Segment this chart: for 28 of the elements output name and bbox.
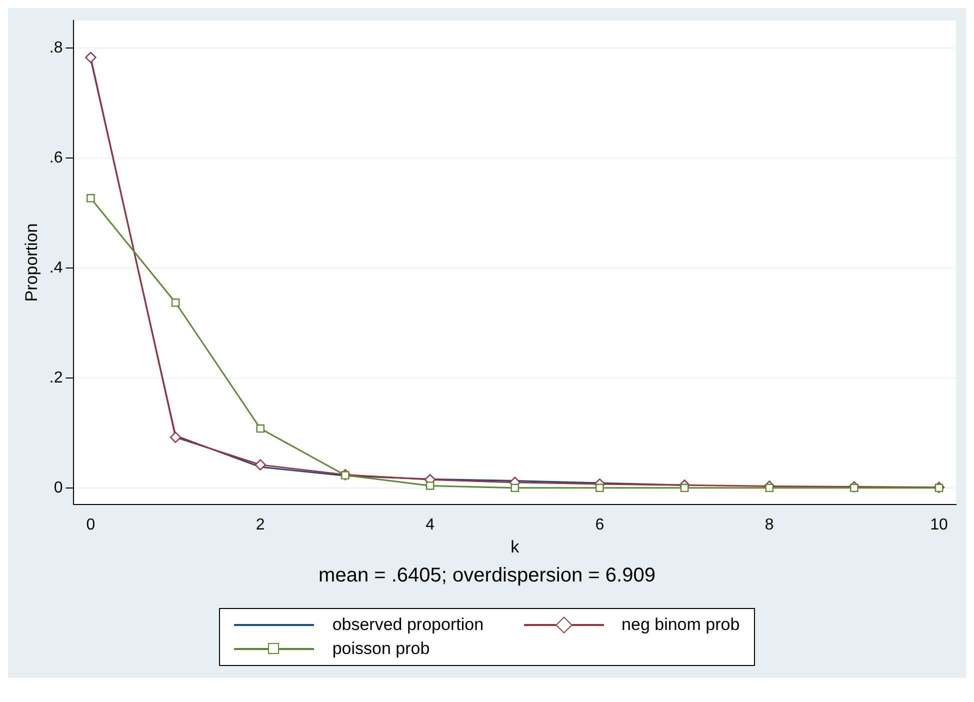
x-tick-label: 4 [426,516,435,534]
point [510,484,520,492]
y-tick-label: .8 [49,39,63,56]
point [596,484,604,492]
y-tick-label: .6 [49,149,63,166]
point [170,432,182,443]
legend-label: neg binom prob [622,615,740,635]
y-axis-title: Proportion [22,223,41,302]
point [256,424,265,433]
x-axis-title: k [510,537,520,556]
point [426,482,434,490]
point [680,484,689,492]
x-tick-label: 6 [595,516,604,534]
y-tick-label: .2 [49,369,63,386]
x-tick-label: 2 [256,516,265,534]
y-tick-label: 0 [54,479,63,496]
x-tick-label: 0 [86,516,96,534]
point [85,52,96,64]
point [171,298,180,307]
legend-label: observed proportion [332,615,484,635]
point [86,194,95,202]
point [850,484,858,492]
point [254,459,266,470]
x-tick-label: 10 [930,516,948,534]
x-tick-label: 8 [764,516,774,534]
legend-label: poisson prob [332,639,430,659]
y-tick-label: .4 [49,259,63,276]
text: mean = .6405; overdispersion = 6.909 [318,564,656,587]
